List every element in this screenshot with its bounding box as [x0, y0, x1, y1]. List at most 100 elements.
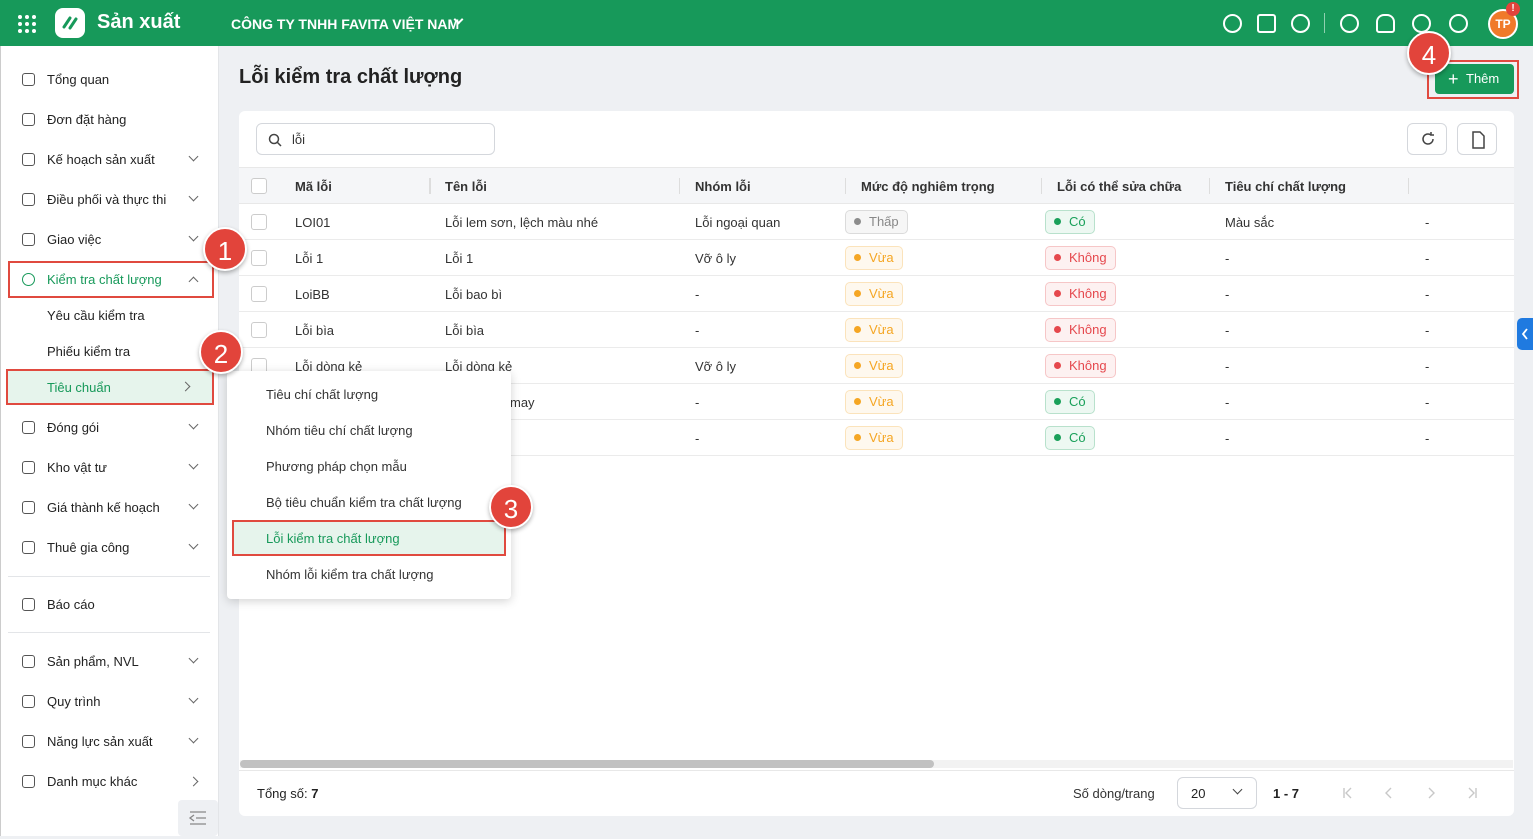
- table-cell: -: [695, 431, 700, 446]
- menu-item[interactable]: Thuê gia công: [47, 540, 130, 555]
- menu-item[interactable]: Kho vật tư: [47, 460, 108, 475]
- step-callout: 2: [199, 330, 243, 374]
- search-input[interactable]: lỗi: [292, 132, 306, 147]
- status-label: Vừa: [869, 286, 894, 301]
- menu-icon[interactable]: [22, 775, 35, 788]
- menu-icon[interactable]: [22, 233, 35, 246]
- row-checkbox[interactable]: [251, 322, 267, 338]
- add-button-label[interactable]: Thêm: [1466, 71, 1500, 86]
- menu-icon[interactable]: [22, 193, 35, 206]
- menu-icon[interactable]: [22, 113, 35, 126]
- menu-item[interactable]: Giao việc: [47, 232, 102, 247]
- table-cell: Lỗi dòng kẻ: [295, 359, 363, 374]
- scrollbar-thumb[interactable]: [240, 760, 934, 768]
- menu-icon[interactable]: [22, 153, 35, 166]
- status-dot: [1054, 254, 1061, 261]
- search-box[interactable]: lỗi: [256, 123, 495, 155]
- table-cell: Lỗi ngoại quan: [695, 215, 781, 230]
- menu-icon[interactable]: [22, 501, 35, 514]
- apps-grid-icon[interactable]: [17, 14, 37, 34]
- menu-item[interactable]: Tổng quan: [47, 72, 110, 87]
- menu-item[interactable]: Sản phẩm, NVL: [47, 654, 139, 669]
- divider: [1324, 13, 1325, 33]
- refresh-button[interactable]: [1407, 123, 1447, 155]
- menu-icon[interactable]: [22, 541, 35, 554]
- step-callout: 1: [203, 227, 247, 271]
- flyout-item[interactable]: Nhóm tiêu chí chất lượng: [266, 423, 413, 438]
- submenu-item[interactable]: Phiếu kiểm tra: [47, 344, 131, 359]
- column-header: Nhóm lỗi: [695, 179, 751, 194]
- menu-icon[interactable]: [22, 695, 35, 708]
- menu-item[interactable]: Kiểm tra chất lượng: [47, 272, 162, 287]
- flyout-item[interactable]: Tiêu chí chất lượng: [266, 387, 379, 402]
- submenu-item[interactable]: Tiêu chuẩn: [47, 380, 111, 395]
- row-checkbox[interactable]: [251, 286, 267, 302]
- company-selector[interactable]: CÔNG TY TNHH FAVITA VIỆT NAM: [231, 16, 460, 32]
- table-cell: -: [1425, 395, 1430, 410]
- row-checkbox[interactable]: [251, 250, 267, 266]
- footer-divider: [239, 770, 1514, 771]
- page-size-value[interactable]: 20: [1191, 786, 1206, 801]
- status-dot: [854, 398, 861, 405]
- settings-icon[interactable]: [1340, 14, 1359, 33]
- download-icon[interactable]: [1223, 14, 1242, 33]
- status-badge: Vừa: [845, 246, 903, 270]
- menu-item[interactable]: Danh mục khác: [47, 774, 138, 789]
- table-cell: Lỗi bìa: [445, 323, 485, 338]
- table-cell: -: [1425, 251, 1430, 266]
- flyout-item[interactable]: Bộ tiêu chuẩn kiểm tra chất lượng: [266, 495, 462, 510]
- flyout-item[interactable]: Lỗi kiểm tra chất lượng: [266, 531, 400, 546]
- status-badge: Có: [1045, 426, 1095, 450]
- app-logo: [55, 8, 85, 38]
- more-icon[interactable]: [1449, 14, 1468, 33]
- side-panel-toggle[interactable]: [1517, 318, 1533, 350]
- flyout-item[interactable]: Phương pháp chọn mẫu: [266, 459, 407, 474]
- row-divider: [239, 239, 1514, 240]
- page-size-select[interactable]: 20: [1177, 777, 1257, 809]
- highlight-box: [1427, 60, 1519, 99]
- status-label: Thấp: [869, 214, 899, 229]
- plus-icon[interactable]: +: [1448, 69, 1459, 89]
- status-dot: [1054, 434, 1061, 441]
- menu-icon[interactable]: [22, 598, 35, 611]
- table-cell: may: [510, 395, 535, 410]
- add-button[interactable]: Thêm: [1435, 64, 1514, 94]
- export-button[interactable]: [1457, 123, 1497, 155]
- flyout-selected-bg: [234, 521, 504, 554]
- status-dot: [1054, 362, 1061, 369]
- submenu-item[interactable]: Yêu cầu kiểm tra: [47, 308, 145, 323]
- menu-item[interactable]: Kế hoạch sản xuất: [47, 152, 155, 167]
- status-badge: Không: [1045, 318, 1116, 342]
- menu-icon[interactable]: [22, 735, 35, 748]
- status-label: Vừa: [869, 358, 894, 373]
- menu-item[interactable]: Báo cáo: [47, 597, 95, 612]
- menu-icon[interactable]: [22, 461, 35, 474]
- notification-icon[interactable]: [1376, 14, 1395, 33]
- table-cell: LOI01: [295, 215, 331, 230]
- menu-icon[interactable]: [22, 655, 35, 668]
- menu-icon[interactable]: [22, 273, 35, 286]
- table-cell: Màu sắc: [1225, 215, 1275, 230]
- status-dot: [1054, 326, 1061, 333]
- status-label: Vừa: [869, 394, 894, 409]
- menu-icon[interactable]: [22, 421, 35, 434]
- warehouse-icon[interactable]: [1257, 14, 1276, 33]
- pagination-controls[interactable]: [1335, 783, 1485, 803]
- status-dot: [854, 218, 861, 225]
- menu-item[interactable]: Điều phối và thực thi: [47, 192, 167, 207]
- row-checkbox[interactable]: [251, 214, 267, 230]
- select-all-checkbox[interactable]: [251, 178, 267, 194]
- menu-item[interactable]: Đóng gói: [47, 420, 100, 435]
- collapse-sidebar-button[interactable]: [178, 800, 218, 836]
- menu-item[interactable]: Quy trình: [47, 694, 101, 709]
- user-avatar[interactable]: TP: [1488, 9, 1518, 39]
- menu-icon[interactable]: [22, 73, 35, 86]
- alarm-icon[interactable]: [1291, 14, 1310, 33]
- table-cell: Lỗi lem sơn, lệch màu nhé: [445, 215, 599, 230]
- menu-item[interactable]: Giá thành kế hoạch: [47, 500, 160, 515]
- status-badge: Thấp: [845, 210, 908, 234]
- column-header: Mã lỗi: [295, 179, 332, 194]
- flyout-item[interactable]: Nhóm lỗi kiểm tra chất lượng: [266, 567, 434, 582]
- menu-item[interactable]: Đơn đặt hàng: [47, 112, 127, 127]
- menu-item[interactable]: Năng lực sản xuất: [47, 734, 153, 749]
